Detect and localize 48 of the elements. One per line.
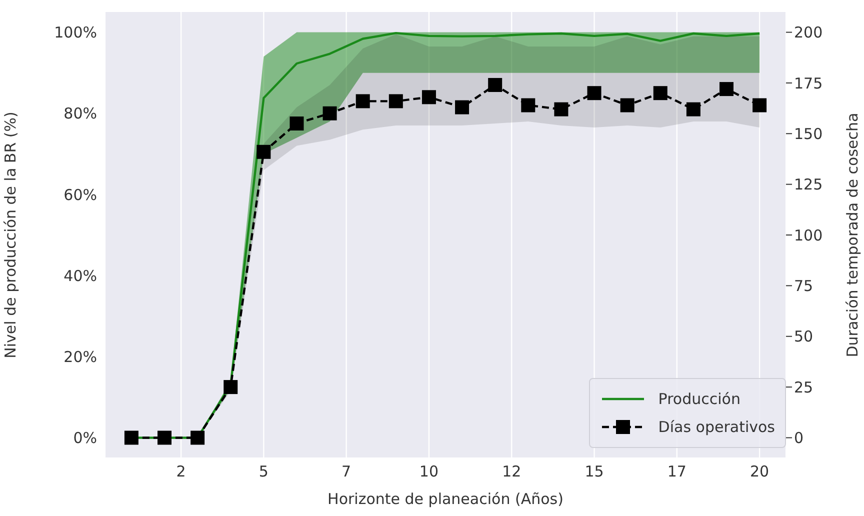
point: [554, 102, 568, 116]
y2-tick-label: 50: [794, 328, 814, 346]
point: [488, 78, 502, 92]
legend-label: Producción: [658, 390, 740, 408]
y2-tick-label: 100: [794, 226, 823, 244]
y-tick-label: 20%: [64, 348, 97, 366]
point: [422, 90, 436, 104]
x-tick-label: 17: [667, 462, 686, 481]
y2-tick-label: 200: [794, 24, 823, 42]
y2-tick-label: 75: [794, 277, 814, 296]
point: [653, 86, 668, 100]
point: [521, 98, 536, 112]
y-tick-label: 80%: [64, 104, 97, 123]
point: [224, 380, 238, 394]
point: [686, 102, 700, 116]
y-axis-title: Nivel de producción de la BR (%): [1, 112, 20, 358]
y-tick-label: 60%: [64, 186, 97, 204]
point: [290, 116, 304, 130]
point: [356, 94, 370, 108]
x-tick-label: 15: [584, 462, 604, 481]
y2-tick-label: 25: [794, 378, 814, 396]
x-tick-label: 5: [258, 462, 268, 481]
y-tick-label: 0%: [73, 429, 97, 448]
y-tick-label: 40%: [64, 266, 97, 285]
point: [719, 82, 734, 96]
y2-tick-label: 0: [794, 429, 804, 448]
point: [322, 106, 337, 120]
y2-tick-label: 175: [794, 74, 823, 92]
y-tick-label: 100%: [54, 24, 97, 42]
x-tick-label: 2: [176, 462, 186, 481]
point: [388, 94, 403, 108]
x-axis-title: Horizonte de planeación (Años): [328, 490, 564, 508]
x-tick-label: 7: [342, 462, 352, 481]
point: [455, 100, 470, 114]
x-tick-label: 12: [502, 462, 522, 481]
y2-tick-label: 125: [794, 176, 823, 194]
point: [190, 430, 205, 445]
x-tick-label: 20: [750, 462, 770, 481]
point: [256, 144, 271, 159]
point: [620, 98, 634, 112]
legend-label: Días operativos: [658, 418, 775, 436]
point: [752, 98, 767, 112]
point: [587, 86, 602, 100]
point: [124, 430, 138, 445]
x-tick-label: 10: [419, 462, 439, 481]
y2-tick-label: 150: [794, 124, 823, 143]
point: [158, 430, 172, 445]
y2-axis-title: Duración temporada de cosecha: [843, 112, 862, 358]
